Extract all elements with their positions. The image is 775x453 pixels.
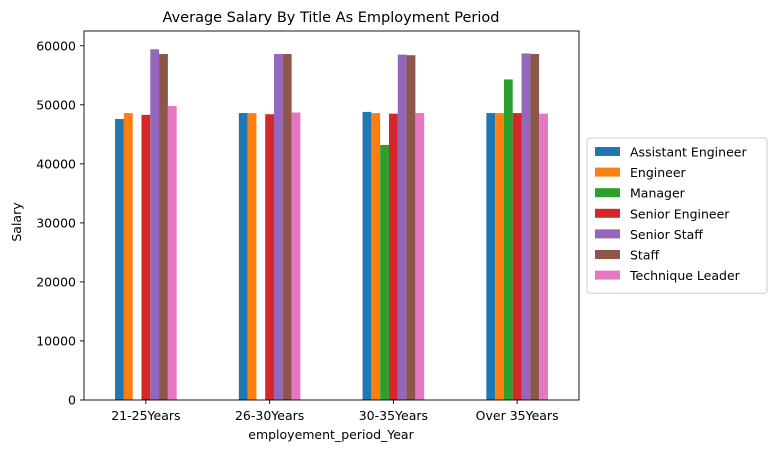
bar-manager-4 [503, 79, 513, 400]
chart-title: Average Salary By Title As Employment Pe… [163, 10, 500, 26]
x-tick-label: 26-30Years [235, 408, 304, 423]
y-tick-label: 20000 [36, 274, 76, 289]
plot-frame [83, 30, 580, 401]
bar-assistant-engineer-2 [238, 113, 248, 400]
legend-label: Staff [630, 248, 659, 263]
bar-staff-1 [159, 54, 168, 400]
x-axis-label: employement_period_Year [248, 427, 414, 442]
legend-swatch [595, 167, 620, 177]
bar-senior-engineer-4 [512, 113, 522, 400]
bar-assistant-engineer-4 [486, 113, 496, 400]
legend-swatch [595, 147, 620, 156]
bar-senior-engineer-2 [265, 114, 275, 400]
bar-technique-leader-4 [539, 113, 548, 400]
legend-swatch [595, 270, 620, 280]
bar-engineer-4 [495, 113, 504, 400]
y-tick-label: 40000 [36, 156, 76, 171]
y-tick-label: 0 [68, 393, 76, 408]
x-tick-label: 30-35Years [359, 408, 428, 423]
bar-senior-engineer-1 [141, 114, 151, 401]
bar-senior-engineer-3 [388, 113, 398, 400]
bar-technique-leader-3 [415, 113, 425, 400]
legend-label: Manager [630, 186, 686, 201]
x-axis: 21-25Years 26-30Years 30-35Years Over 35Yea… [111, 400, 559, 423]
legend-swatch [595, 188, 620, 198]
bar-manager-3 [380, 144, 389, 400]
bar-technique-leader-2 [291, 112, 301, 401]
bar-assistant-engineer-1 [115, 118, 124, 400]
bar-staff-3 [406, 55, 416, 401]
y-tick-label: 30000 [36, 215, 76, 230]
x-tick-label: Over 35Years [476, 408, 559, 423]
legend-swatch [595, 229, 620, 239]
bar-staff-4 [530, 54, 540, 400]
bar-assistant-engineer-3 [362, 111, 372, 400]
legend-label: Technique Leader [629, 268, 741, 283]
y-axis-label: Salary [9, 202, 24, 242]
bar-senior-staff-1 [150, 49, 160, 400]
bar-technique-leader-1 [167, 105, 177, 400]
bar-staff-2 [282, 54, 292, 400]
plot-area [83, 30, 580, 401]
y-tick-label: 50000 [36, 97, 76, 112]
legend-label: Engineer [630, 165, 687, 180]
x-tick-label: 21-25Years [111, 408, 180, 423]
y-axis: 0 10000 20000 30000 40000 50000 60000 [36, 38, 84, 408]
bar-engineer-1 [123, 113, 133, 400]
bar-senior-staff-2 [274, 54, 283, 400]
y-tick-label: 10000 [36, 333, 76, 348]
bar-engineer-2 [247, 113, 257, 400]
legend: Assistant Engineer Engineer Manager Senior … [586, 137, 768, 294]
legend-label: Senior Engineer [630, 206, 730, 221]
legend-label: Assistant Engineer [630, 145, 747, 160]
y-tick-label: 60000 [36, 38, 76, 53]
legend-swatch [595, 250, 620, 259]
bar-engineer-3 [371, 113, 381, 400]
bar-senior-staff-4 [521, 53, 531, 400]
legend-label: Senior Staff [630, 227, 703, 242]
legend-swatch [595, 208, 620, 218]
bar-senior-staff-3 [397, 54, 407, 401]
legend-box [586, 137, 768, 294]
